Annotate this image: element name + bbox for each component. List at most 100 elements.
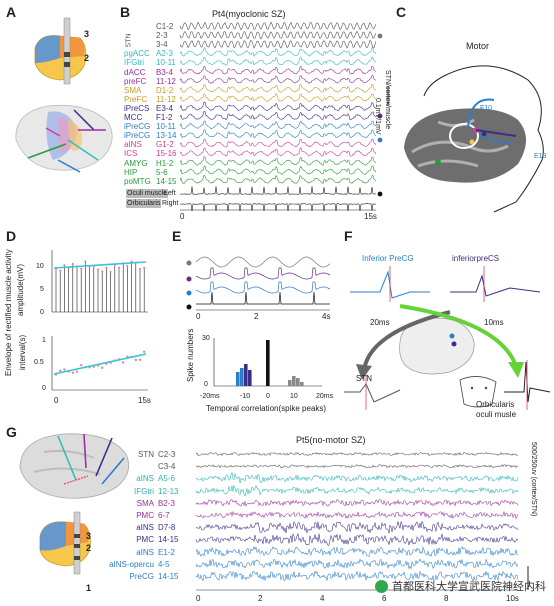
panel-g-pair-label: E1-2 [158,547,175,557]
panel-d-ylabel-interval: interval(s) [18,334,27,370]
panel-g-trace-1 [195,464,519,469]
panel-b-trace-15 [179,156,377,166]
panel-e-hist-xtick-10: 10 [290,393,298,400]
panel-e-hist-bar [236,372,240,386]
panel-b-x-start: 0 [180,212,185,221]
panel-d-peak-dot [101,270,104,273]
panel-e-dot-black [186,304,192,310]
panel-d-interval-dot [75,370,79,373]
panel-b-region-label: SMA [124,85,142,95]
panel-letter-e: E [172,228,182,244]
panel-g-region-label: aINS [136,523,154,533]
panel-b-trace-10 [179,111,377,121]
panel-a-contact-3: 3 [84,29,90,39]
panel-a-brain-3d [15,105,113,173]
panel-d-ylabel: Envelope of rectified muscle activity [4,249,13,376]
panel-e-hist-xtick-0: 0 [266,393,270,400]
panel-g-x-tick: 4 [320,594,325,603]
panel-e-hist-ylabel: Spike numbers [186,328,195,382]
panel-g-x-tick: 8 [444,594,449,603]
panel-letter-c: C [396,4,407,20]
panel-b-trace-8 [179,92,377,102]
panel-letter-d: D [6,228,17,244]
panel-b-marker-dot [377,113,383,119]
panel-g-scale-label: 500/250uv (cortex/STN) [530,442,537,517]
panel-c-brain-figure [404,65,544,213]
panel-b-region-label: IFGtri [124,58,144,68]
panel-d-peak-dot [71,262,74,266]
panel-d-x-end: 15s [138,396,151,405]
panel-g-pair-label: 12-13 [158,486,179,496]
panel-f-muscle-label-2: oculi musle [476,410,517,419]
panel-c-electrode-e13: E13 [534,153,547,160]
panel-b-title: Pt4(myoclonic SZ) [212,9,286,19]
panel-d-top-tick-5: 5 [40,286,44,293]
panel-g-trace-7 [195,532,519,546]
panel-b-trace-16 [179,165,377,175]
panel-b-trace-13 [179,138,377,148]
panel-g-contact-3: 3 [86,531,92,541]
panel-e-hist-bar [300,382,304,386]
panel-b-pair-label: F1-2 [156,113,173,122]
panel-letter-f: F [344,228,353,244]
panel-d-peak-dot [96,268,100,271]
panel-g-trace-6 [195,520,519,534]
panel-g-pair-label: 6-7 [158,511,170,520]
panel-g-contact-2: 2 [86,543,92,553]
panel-b-pair-label: 10-11 [156,122,176,132]
panel-e-trace-2 [195,281,331,294]
panel-g-x-tick: 0 [196,594,201,603]
panel-e-hist-xtick-m10: -10 [240,393,251,400]
panel-g-title: Pt5(no-motor SZ) [296,435,366,445]
panel-d-bottom-tick-0: 0 [42,385,46,392]
panel-d-top-fit [53,261,147,269]
panel-e-trace-3 [196,291,330,305]
panel-d-top-tick-0: 0 [40,309,44,316]
panel-b-region-label: MCC [124,113,143,122]
panel-b-trace-6 [179,75,377,84]
panel-d-peak-dot [143,266,146,270]
panel-f-label-precs: inferiorpreCS [452,254,500,263]
panel-d-peak-dot [105,266,108,269]
panel-b-pair-label: 11-12 [156,94,176,104]
panel-b-trace-0 [179,21,377,31]
panel-f-diagram [344,266,551,410]
panel-e-hist-bar [240,368,244,386]
panel-g-x-tick: 10s [506,594,519,603]
panel-g-x-tick: 2 [258,594,263,603]
panel-c-electrode-e3: E3 [508,141,517,148]
panel-e-hist-xlabel: Temporal correlation(spike peaks) [206,404,327,413]
panel-b-marker-dot [377,33,383,39]
panel-g-trace-5 [195,510,519,520]
watermark-text: 首都医科大学宣武医院神经内科 [392,580,546,593]
panel-g-region-label: SMA [136,498,154,508]
panel-b-region-label: iPreCS [124,103,150,113]
panel-d-top-tick-10: 10 [36,263,44,270]
panel-b-pair-label: 15-16 [156,149,177,159]
panel-d-interval-dot [101,366,104,369]
panel-letter-g: G [6,424,17,440]
panel-b-trace-4 [179,56,377,66]
panel-d-interval-dot [80,363,83,367]
panel-e-hist-bar [296,378,300,386]
panel-d-peak-dot [109,270,112,274]
panel-d-peak-dot [63,264,66,267]
panel-f-label-precg: Inferior PreCG [362,254,414,263]
panel-g-region-label: aINS [136,474,154,484]
panel-b-pair-label: D1-2 [156,85,174,95]
panel-b-region-label: PreFC [124,94,148,104]
panel-g-pair-label: C2-3 [158,450,176,459]
panel-g-pair-label: C3-4 [158,462,176,472]
panel-b-trace-5 [179,65,377,75]
panel-d-top-plot [51,250,148,313]
panel-g-traces [195,451,519,591]
panel-g-region-label: PMC [136,535,154,545]
panel-e-histogram [213,338,322,387]
panel-b-pair-label: C1-2 [156,22,174,31]
panel-e-hist-ytick-0: 0 [204,381,208,388]
panel-b-scale-label: 0.1mV/1mV [374,98,381,135]
panel-b-traces [179,21,383,212]
panel-b-marker-dot [377,191,383,197]
panel-d-interval-dot [63,368,66,371]
panel-g-region-label: aINS-opercu [109,559,154,569]
